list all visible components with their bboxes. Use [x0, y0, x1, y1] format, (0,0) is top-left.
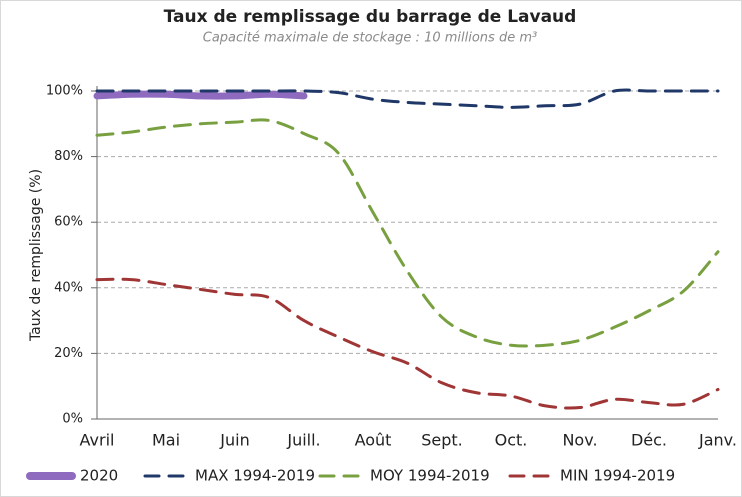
legend-label: MOY 1994-2019: [370, 467, 490, 485]
chart-subtitle: Capacité maximale de stockage : 10 milli…: [203, 31, 537, 46]
x-tick-label: Janv.: [698, 431, 737, 450]
y-tick-label: 20%: [54, 346, 83, 361]
y-tick-label: 100%: [46, 84, 83, 99]
x-tick-label: Juin: [219, 431, 249, 450]
x-tick-label: Avril: [80, 431, 115, 450]
y-tick-label: 60%: [54, 215, 83, 230]
series-line: [95, 118, 720, 348]
y-tick-label: 80%: [54, 149, 83, 164]
legend-label: MIN 1994-2019: [560, 467, 675, 485]
x-tick-label: Nov.: [562, 431, 597, 450]
x-tick-label: Août: [355, 431, 392, 450]
series-line: [95, 277, 720, 410]
legend-label: 2020: [80, 467, 118, 485]
x-tick-label: Juill.: [286, 431, 320, 450]
x-tick-label: Mai: [152, 431, 180, 450]
y-axis-label: Taux de remplissage (%): [28, 169, 44, 342]
x-tick-label: Déc.: [631, 431, 667, 450]
chart-title: Taux de remplissage du barrage de Lavaud: [164, 7, 577, 27]
x-tick-label: Oct.: [495, 431, 528, 450]
series-line: [95, 88, 720, 109]
y-tick-label: 0%: [62, 412, 83, 427]
series-line: [93, 90, 308, 100]
y-tick-label: 40%: [54, 280, 83, 295]
legend-label: MAX 1994-2019: [195, 467, 315, 485]
x-tick-label: Sept.: [421, 431, 463, 450]
